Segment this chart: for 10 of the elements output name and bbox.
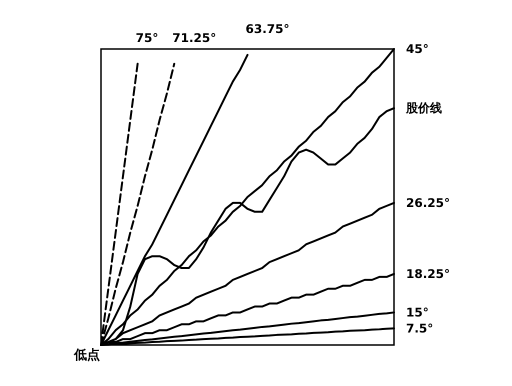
series-label: 7.5° <box>406 321 434 336</box>
series-label: 45° <box>406 42 429 56</box>
series-label: 71.25° <box>172 30 216 45</box>
series-label: 15° <box>406 305 429 320</box>
series-label: 75° <box>136 30 158 45</box>
series-label: 26.25° <box>406 196 450 210</box>
series-label: 63.75° <box>246 22 290 36</box>
series-label: 股价线 <box>405 101 442 116</box>
series-label: 18.25° <box>406 266 450 281</box>
text: 低点 <box>73 347 100 363</box>
